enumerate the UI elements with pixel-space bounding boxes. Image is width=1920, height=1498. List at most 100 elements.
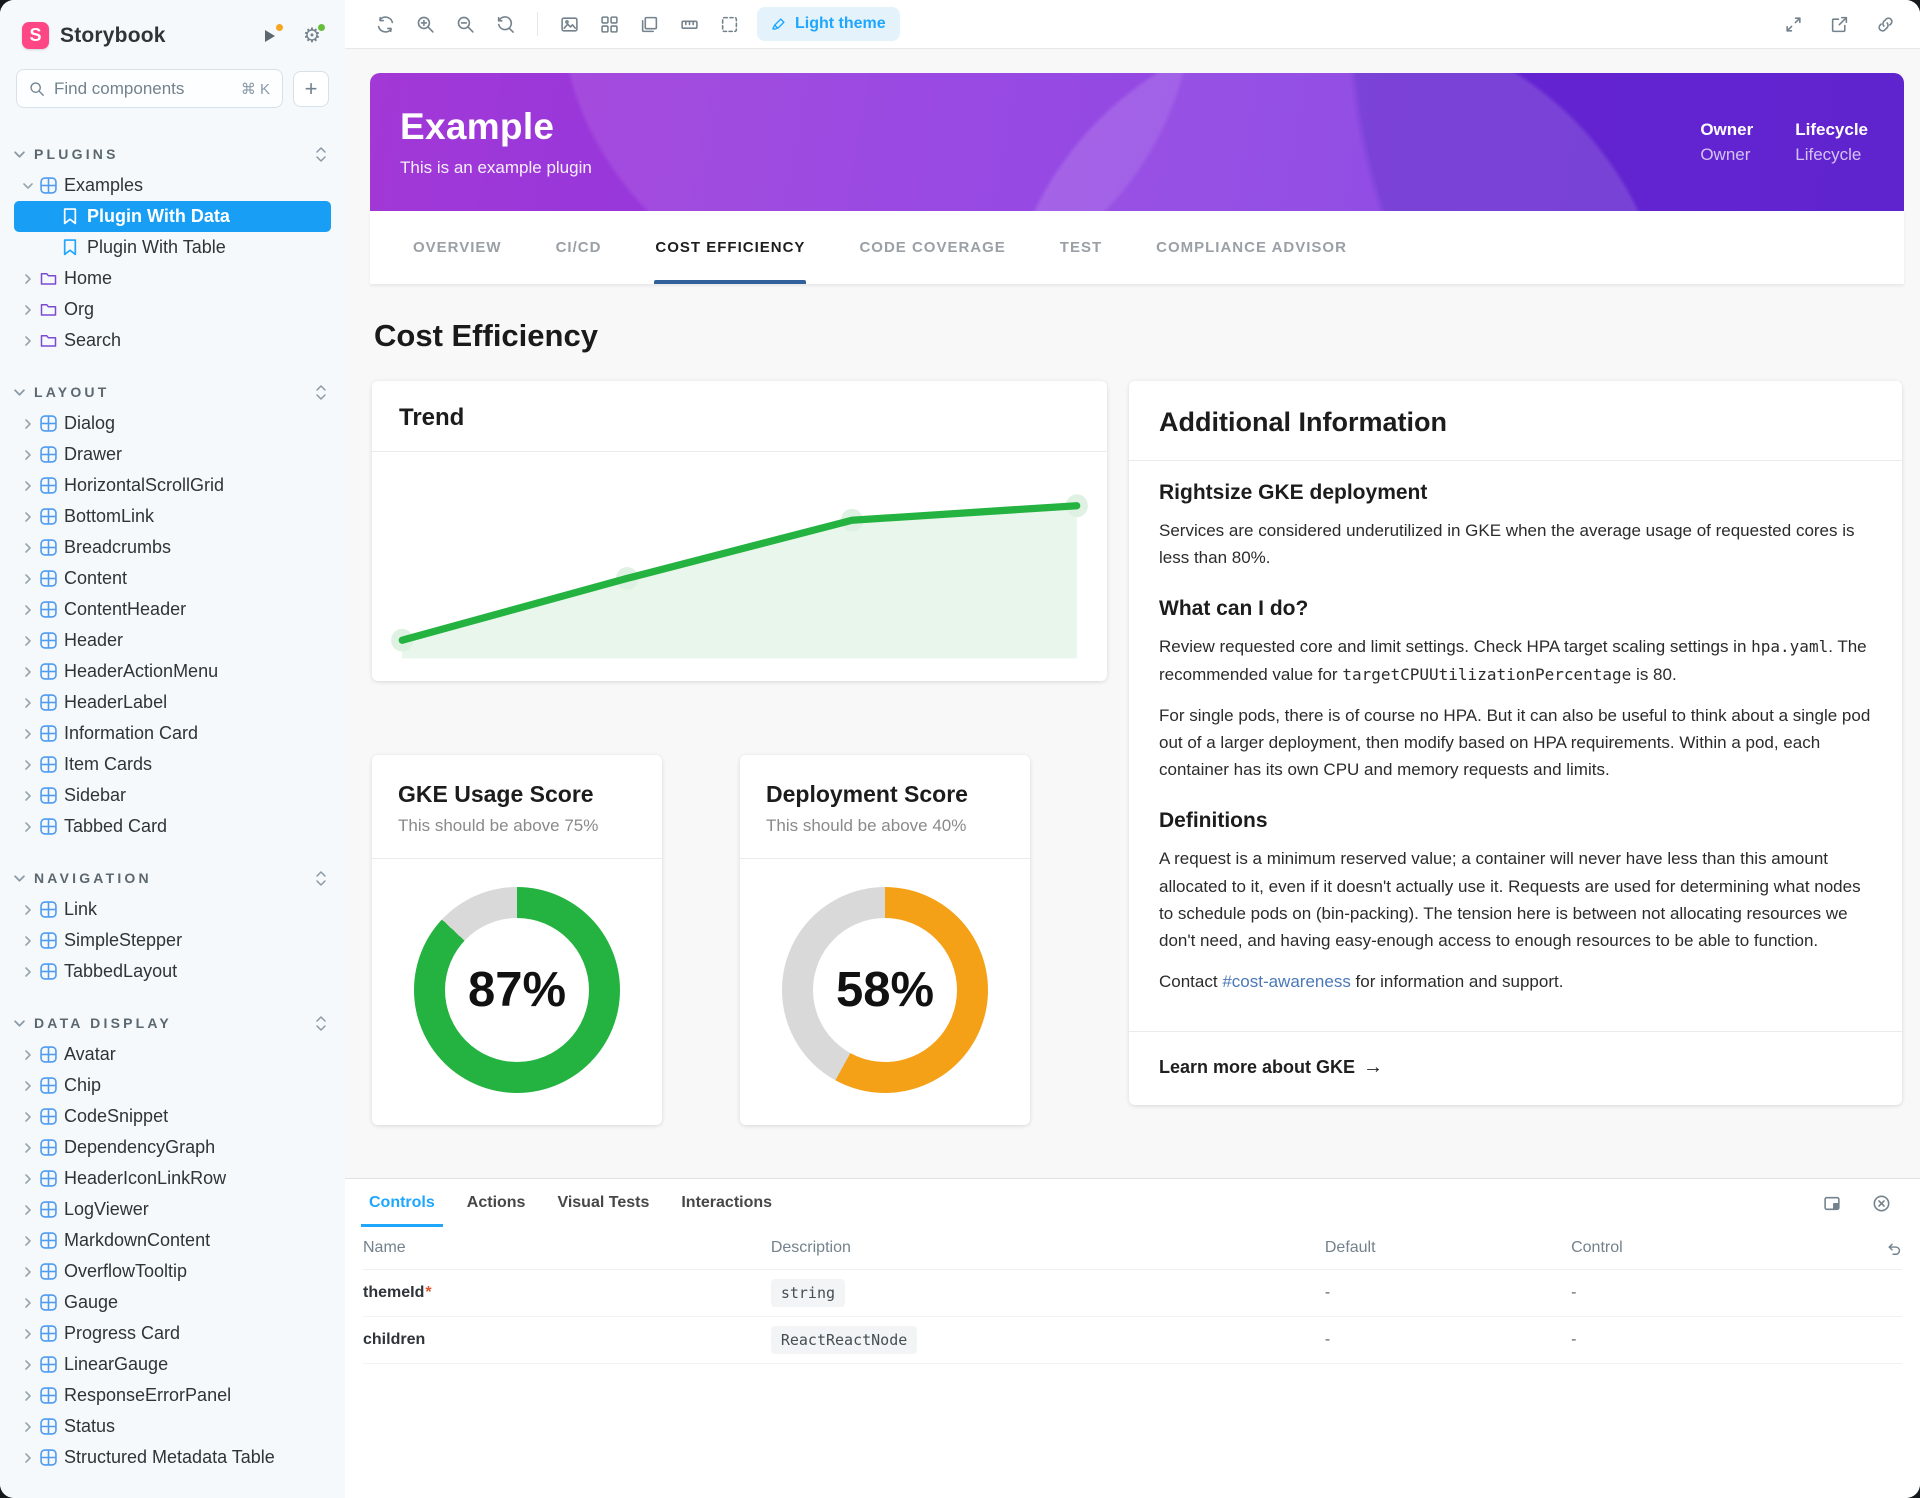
addon-tab[interactable]: Actions (451, 1179, 542, 1227)
content-tab-label: Overview (413, 239, 502, 256)
sidebar-item[interactable]: DependencyGraph (14, 1132, 331, 1163)
fullscreen-icon[interactable] (1777, 8, 1810, 41)
content-tab[interactable]: Cost Efficiency (628, 211, 832, 284)
sidebar-item[interactable]: ContentHeader (14, 594, 331, 625)
sidebar-item[interactable]: Chip (14, 1070, 331, 1101)
sidebar-item[interactable]: Dialog (14, 408, 331, 439)
sidebar-item[interactable]: MarkdownContent (14, 1225, 331, 1256)
search-input[interactable]: Find components ⌘ K (16, 69, 283, 108)
expand-collapse-all-icon[interactable] (315, 384, 331, 401)
gauge-card-subtitle: This should be above 75% (398, 816, 599, 835)
addon-tab-label: Actions (466, 1194, 526, 1211)
sidebar-item[interactable]: HeaderLabel (14, 687, 331, 718)
component-grid-icon (40, 570, 57, 587)
expand-collapse-all-icon[interactable] (315, 870, 331, 887)
content-tab[interactable]: Compliance Advisor (1129, 211, 1374, 284)
addon-tab[interactable]: Interactions (665, 1179, 788, 1227)
measure-icon[interactable] (673, 8, 706, 41)
sidebar-item[interactable]: Breadcrumbs (14, 532, 331, 563)
section-label: LAYOUT (34, 384, 110, 400)
viewport-icon[interactable] (633, 8, 666, 41)
deployment-score-card: Deployment Score This should be above 40… (740, 755, 1030, 1125)
settings-gear-icon[interactable]: ⚙ (301, 22, 326, 47)
entity-banner: Example This is an example plugin Owner … (370, 73, 1904, 211)
addon-tab[interactable]: Visual Tests (541, 1179, 665, 1227)
create-new-story-button[interactable]: + (293, 70, 329, 107)
sidebar-item[interactable]: Avatar (14, 1039, 331, 1070)
theme-toggle-button[interactable]: Light theme (757, 7, 900, 41)
content-tab[interactable]: CI/CD (529, 211, 629, 284)
sidebar-item[interactable]: SimpleStepper (14, 925, 331, 956)
sidebar-item[interactable]: Status (14, 1411, 331, 1442)
sidebar-item[interactable]: Content (14, 563, 331, 594)
sidebar-item[interactable]: Link (14, 894, 331, 925)
sidebar-item[interactable]: HeaderActionMenu (14, 656, 331, 687)
close-panel-icon[interactable] (1865, 1187, 1898, 1220)
card-divider (372, 451, 1107, 452)
sidebar-item[interactable]: Home (14, 263, 331, 294)
expand-collapse-all-icon[interactable] (315, 1015, 331, 1032)
sidebar-section-header[interactable]: LAYOUT (14, 376, 331, 408)
sidebar-item[interactable]: ResponseErrorPanel (14, 1380, 331, 1411)
sidebar-item[interactable]: OverflowTooltip (14, 1256, 331, 1287)
sidebar-section: NAVIGATION (14, 862, 331, 987)
sidebar-item[interactable]: LogViewer (14, 1194, 331, 1225)
sidebar-section-header[interactable]: DATA DISPLAY (14, 1007, 331, 1039)
table-row[interactable]: themeId* string - - (363, 1270, 1902, 1317)
sidebar-item[interactable]: Plugin With Data (14, 201, 331, 232)
remount-icon[interactable] (369, 8, 402, 41)
zoom-reset-icon[interactable] (489, 8, 522, 41)
content-tab-label: Test (1059, 239, 1103, 256)
sidebar-item[interactable]: Item Cards (14, 749, 331, 780)
sidebar-section-header[interactable]: PLUGINS (14, 138, 331, 170)
sidebar-item[interactable]: LinearGauge (14, 1349, 331, 1380)
sidebar-item[interactable]: TabbedLayout (14, 956, 331, 987)
sidebar-item[interactable]: Structured Metadata Table (14, 1442, 331, 1473)
content-tab-label: Compliance Advisor (1156, 239, 1347, 256)
sidebar-item[interactable]: Drawer (14, 439, 331, 470)
sidebar-item[interactable]: Tabbed Card (14, 811, 331, 842)
chevron-right-icon (23, 728, 35, 739)
cost-awareness-link[interactable]: #cost-awareness (1222, 972, 1351, 992)
sidebar-item[interactable]: HorizontalScrollGrid (14, 470, 331, 501)
learn-more-link[interactable]: Learn more about GKE → (1129, 1032, 1902, 1105)
sidebar-item[interactable]: CodeSnippet (14, 1101, 331, 1132)
sidebar-item[interactable]: Progress Card (14, 1318, 331, 1349)
content-tab-label: Code Coverage (859, 239, 1006, 256)
storybook-brand[interactable]: S Storybook (22, 22, 166, 49)
outline-icon[interactable] (713, 8, 746, 41)
info-heading: What can I do? (1159, 597, 1309, 621)
open-new-tab-icon[interactable] (1823, 8, 1856, 41)
chevron-right-icon (23, 604, 35, 615)
reset-controls-icon[interactable] (1885, 1240, 1902, 1257)
sidebar-section-header[interactable]: NAVIGATION (14, 862, 331, 894)
sidebar-item[interactable]: HeaderIconLinkRow (14, 1163, 331, 1194)
sidebar-item[interactable]: Sidebar (14, 780, 331, 811)
sidebar-item[interactable]: Examples (14, 170, 331, 201)
sidebar-item[interactable]: Information Card (14, 718, 331, 749)
arg-default: - (1324, 1284, 1331, 1301)
sidebar-item[interactable]: Gauge (14, 1287, 331, 1318)
table-row[interactable]: children* ReactReactNode - - (363, 1317, 1902, 1364)
grid-icon[interactable] (593, 8, 626, 41)
story-bookmark-icon (63, 239, 80, 256)
brand-title: Storybook (60, 23, 166, 47)
zoom-in-icon[interactable] (409, 8, 442, 41)
content-tab[interactable]: Code Coverage (832, 211, 1032, 284)
sidebar-item[interactable]: Search (14, 325, 331, 356)
sidebar-item[interactable]: Header (14, 625, 331, 656)
panel-position-icon[interactable] (1816, 1187, 1849, 1220)
addon-tab[interactable]: Controls (353, 1179, 451, 1227)
sidebar-item[interactable]: BottomLink (14, 501, 331, 532)
background-icon[interactable] (553, 8, 586, 41)
content-tab[interactable]: Overview (386, 211, 529, 284)
info-card-title: Additional Information (1159, 407, 1447, 437)
sidebar-item-label: LinearGauge (64, 1354, 169, 1374)
content-tab[interactable]: Test (1033, 211, 1129, 284)
sidebar-item[interactable]: Plugin With Table (14, 232, 331, 263)
zoom-out-icon[interactable] (449, 8, 482, 41)
whats-new-icon[interactable] (259, 22, 284, 47)
expand-collapse-all-icon[interactable] (315, 146, 331, 163)
sidebar-item[interactable]: Org (14, 294, 331, 325)
copy-link-icon[interactable] (1869, 8, 1902, 41)
